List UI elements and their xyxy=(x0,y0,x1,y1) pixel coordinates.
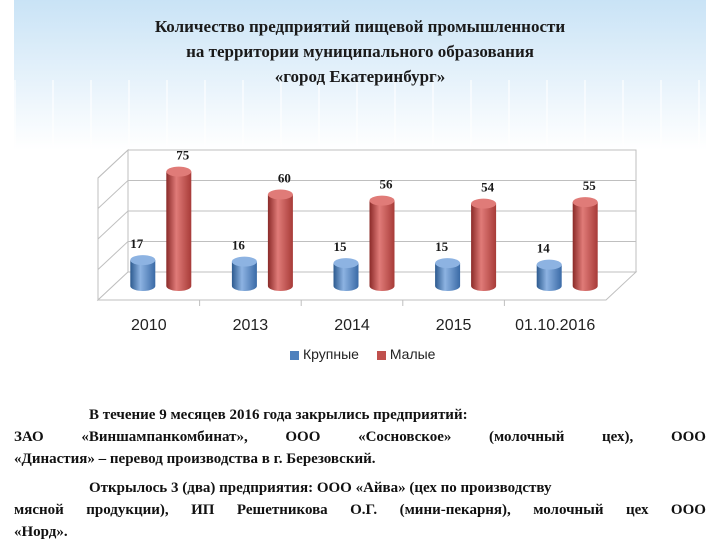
opened-paragraph: Открылось 3 (два) предприятия: ООО «Айва… xyxy=(14,477,706,543)
x-tick-label: 2015 xyxy=(436,317,472,334)
bar-top xyxy=(333,258,359,269)
closed-line-1-word: «Сосновское» xyxy=(358,429,452,445)
value-label-small: 75 xyxy=(176,148,190,163)
bar-body xyxy=(572,202,598,291)
chart-gridline-side xyxy=(97,149,129,179)
opened-line-2: мясной продукции), ИП Решетникова О.Г. (мини-… xyxy=(14,499,706,521)
bar-body xyxy=(369,200,395,291)
bar-large xyxy=(333,258,359,291)
closed-intro: В течение 9 месяцев 2016 года закрылись … xyxy=(89,407,468,423)
opened-line-2-word: молочный xyxy=(533,502,604,518)
chart-legend: Крупные Малые xyxy=(290,346,449,362)
chart-value-labels: 17 75 16 60 15 56 15 54 14 55 xyxy=(130,148,596,256)
opened-line-3: «Норд». xyxy=(14,524,68,540)
bar-body xyxy=(267,194,293,291)
legend-item-small: Малые xyxy=(376,346,436,362)
bar-body xyxy=(166,171,192,291)
bar-body xyxy=(333,263,359,291)
opened-line-2-word: (мини-пекарня), xyxy=(399,502,511,518)
bar-large xyxy=(435,258,461,291)
chart-gridline-side xyxy=(97,210,129,240)
value-label-small: 56 xyxy=(380,177,394,192)
bar-small xyxy=(267,189,293,291)
x-tick-label: 2010 xyxy=(131,317,167,334)
chart-gridline-side xyxy=(97,180,129,209)
value-label-small: 60 xyxy=(278,171,291,186)
header-background xyxy=(14,0,706,150)
bar-body xyxy=(471,203,497,291)
value-label-large: 14 xyxy=(537,241,551,256)
x-tick-label: 2014 xyxy=(334,317,370,334)
bar-top xyxy=(536,259,562,270)
chart-bars xyxy=(130,166,598,291)
bar-top xyxy=(231,256,257,267)
opened-line-2-word: цех xyxy=(625,502,649,518)
bar-top xyxy=(166,166,192,177)
bar-top xyxy=(267,189,293,200)
opened-line-2-word: ООО xyxy=(670,502,706,518)
closed-line-1-word: ЗАО xyxy=(14,429,44,445)
bar-large xyxy=(536,259,562,291)
bar-body xyxy=(231,261,257,291)
bar-chart: 17 75 16 60 15 56 15 54 14 55 2010 2013 2014 2015 01.… xyxy=(96,148,638,334)
opened-line-2-word: мясной xyxy=(14,502,64,518)
closed-line-1-word: ООО xyxy=(670,429,706,445)
bar-large xyxy=(130,255,156,291)
legend-swatch-large xyxy=(290,350,299,360)
legend-label-large: Крупные xyxy=(303,346,359,362)
x-tick-label: 2013 xyxy=(233,317,269,334)
value-label-large: 17 xyxy=(130,236,144,251)
x-tick-label: 01.10.2016 xyxy=(515,317,595,334)
bar-top xyxy=(435,258,461,269)
title-line-1: Количество предприятий пищевой промышлен… xyxy=(154,17,566,36)
value-label-large: 15 xyxy=(334,239,348,254)
bar-small xyxy=(369,195,395,291)
closed-line-1-word: цех), xyxy=(602,429,634,445)
opened-line-2-word: продукции), xyxy=(86,502,169,518)
closed-line-1-word: (молочный xyxy=(489,429,565,445)
closed-line-1-word: ООО xyxy=(285,429,321,445)
opened-line-2-word: ИП xyxy=(191,502,215,518)
bar-top xyxy=(369,195,395,206)
bar-large xyxy=(231,256,257,291)
bar-top xyxy=(572,197,598,208)
bar-top xyxy=(130,255,156,266)
bar-top xyxy=(471,198,497,209)
legend-swatch-small xyxy=(376,350,386,360)
closed-line-1: ЗАО «Виншампанкомбинат», ООО «Сосновское» (м… xyxy=(14,426,706,448)
closed-line-2: «Династия» – перевод производства в г. Б… xyxy=(14,451,376,467)
legend-item-large: Крупные xyxy=(290,346,359,362)
bar-small xyxy=(572,197,598,291)
title-line-3: «город Екатеринбург» xyxy=(274,67,446,86)
legend-label-small: Малые xyxy=(389,346,436,362)
value-label-small: 55 xyxy=(583,178,597,193)
opened-line-2-word: Решетникова xyxy=(236,502,328,518)
opened-line-2-word: О.Г. xyxy=(350,502,378,518)
page-title: Количество предприятий пищевой промышлен… xyxy=(60,14,660,89)
value-label-large: 15 xyxy=(435,239,449,254)
opened-line-1: Открылось 3 (два) предприятия: ООО «Айва… xyxy=(89,480,552,496)
chart-x-ticks: 2010 2013 2014 2015 01.10.2016 xyxy=(131,317,595,334)
closed-paragraph: В течение 9 месяцев 2016 года закрылись … xyxy=(14,404,706,470)
chart-gridline-side xyxy=(97,241,129,270)
value-label-large: 16 xyxy=(232,238,246,253)
bar-small xyxy=(166,166,192,291)
bar-body xyxy=(130,260,156,291)
value-label-small: 54 xyxy=(481,180,495,195)
bar-body xyxy=(536,264,562,291)
closed-line-1-word: «Виншампанкомбинат», xyxy=(81,429,248,445)
title-line-2: на территории муниципального образования xyxy=(186,42,534,61)
bar-body xyxy=(435,263,461,291)
bar-small xyxy=(471,198,497,291)
